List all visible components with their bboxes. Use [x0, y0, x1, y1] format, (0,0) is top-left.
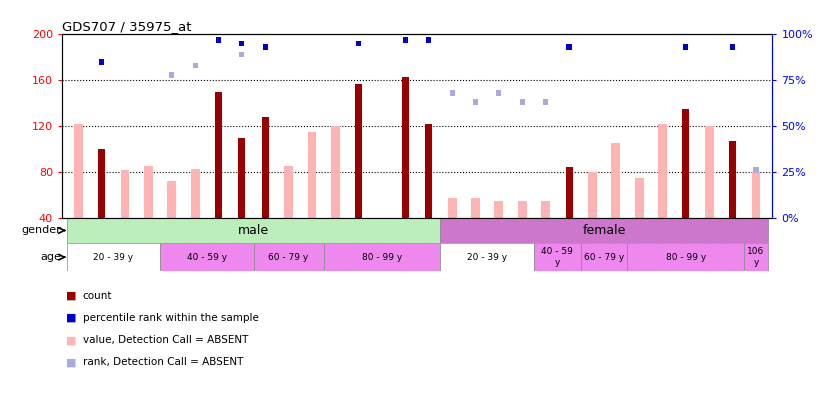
Bar: [541, 201, 550, 218]
Text: 40 - 59
y: 40 - 59 y: [541, 247, 573, 267]
Text: gender: gender: [21, 226, 61, 235]
Bar: [191, 168, 200, 218]
Bar: [262, 117, 268, 218]
Text: 60 - 79 y: 60 - 79 y: [268, 253, 309, 262]
Bar: [74, 124, 83, 218]
Text: 106
y: 106 y: [748, 247, 765, 267]
Text: value, Detection Call = ABSENT: value, Detection Call = ABSENT: [83, 335, 248, 345]
Text: 20 - 39 y: 20 - 39 y: [468, 253, 507, 262]
Text: count: count: [83, 291, 112, 301]
Bar: [284, 166, 293, 218]
Bar: [682, 109, 690, 218]
Bar: [169, 72, 174, 78]
Bar: [534, 243, 581, 271]
Bar: [496, 90, 501, 96]
Bar: [402, 77, 409, 218]
Bar: [67, 218, 440, 243]
Bar: [426, 37, 431, 43]
Bar: [121, 170, 130, 218]
Bar: [543, 100, 548, 105]
Bar: [729, 141, 736, 218]
Bar: [168, 181, 176, 218]
Text: ■: ■: [66, 291, 77, 301]
Bar: [403, 37, 408, 43]
Text: GDS707 / 35975_at: GDS707 / 35975_at: [62, 20, 192, 33]
Bar: [588, 172, 597, 218]
Bar: [324, 243, 440, 271]
Bar: [471, 198, 480, 218]
Bar: [658, 124, 667, 218]
Bar: [160, 243, 254, 271]
Bar: [518, 201, 527, 218]
Bar: [215, 92, 222, 218]
Text: 20 - 39 y: 20 - 39 y: [93, 253, 134, 262]
Bar: [581, 243, 628, 271]
Bar: [307, 132, 316, 218]
Text: age: age: [40, 252, 61, 262]
Text: female: female: [582, 224, 626, 237]
Bar: [449, 90, 455, 96]
Text: 80 - 99 y: 80 - 99 y: [362, 253, 402, 262]
Text: 80 - 99 y: 80 - 99 y: [666, 253, 706, 262]
Bar: [331, 126, 339, 218]
Bar: [744, 243, 767, 271]
Text: ■: ■: [66, 313, 77, 323]
Bar: [356, 41, 361, 47]
Bar: [473, 100, 478, 105]
Bar: [683, 45, 688, 50]
Bar: [705, 126, 714, 218]
Bar: [240, 52, 244, 58]
Bar: [495, 201, 503, 218]
Bar: [567, 45, 572, 50]
Text: ■: ■: [66, 358, 77, 367]
Bar: [566, 168, 572, 218]
Bar: [448, 198, 457, 218]
Bar: [520, 100, 525, 105]
Bar: [425, 124, 432, 218]
Bar: [98, 149, 105, 218]
Text: percentile rank within the sample: percentile rank within the sample: [83, 313, 259, 323]
Bar: [611, 143, 620, 218]
Bar: [239, 138, 245, 218]
Bar: [634, 178, 643, 218]
Bar: [144, 166, 153, 218]
Bar: [355, 84, 363, 218]
Bar: [263, 45, 268, 50]
Bar: [67, 243, 160, 271]
Bar: [752, 172, 761, 218]
Bar: [216, 37, 221, 43]
Bar: [99, 59, 104, 65]
Text: male: male: [238, 224, 269, 237]
Bar: [254, 243, 324, 271]
Bar: [440, 218, 767, 243]
Bar: [240, 41, 244, 47]
Bar: [753, 167, 758, 173]
Bar: [440, 243, 534, 271]
Text: ■: ■: [66, 335, 77, 345]
Text: 60 - 79 y: 60 - 79 y: [584, 253, 624, 262]
Text: 40 - 59 y: 40 - 59 y: [187, 253, 227, 262]
Text: rank, Detection Call = ABSENT: rank, Detection Call = ABSENT: [83, 358, 243, 367]
Bar: [628, 243, 744, 271]
Bar: [192, 63, 197, 68]
Bar: [730, 45, 735, 50]
